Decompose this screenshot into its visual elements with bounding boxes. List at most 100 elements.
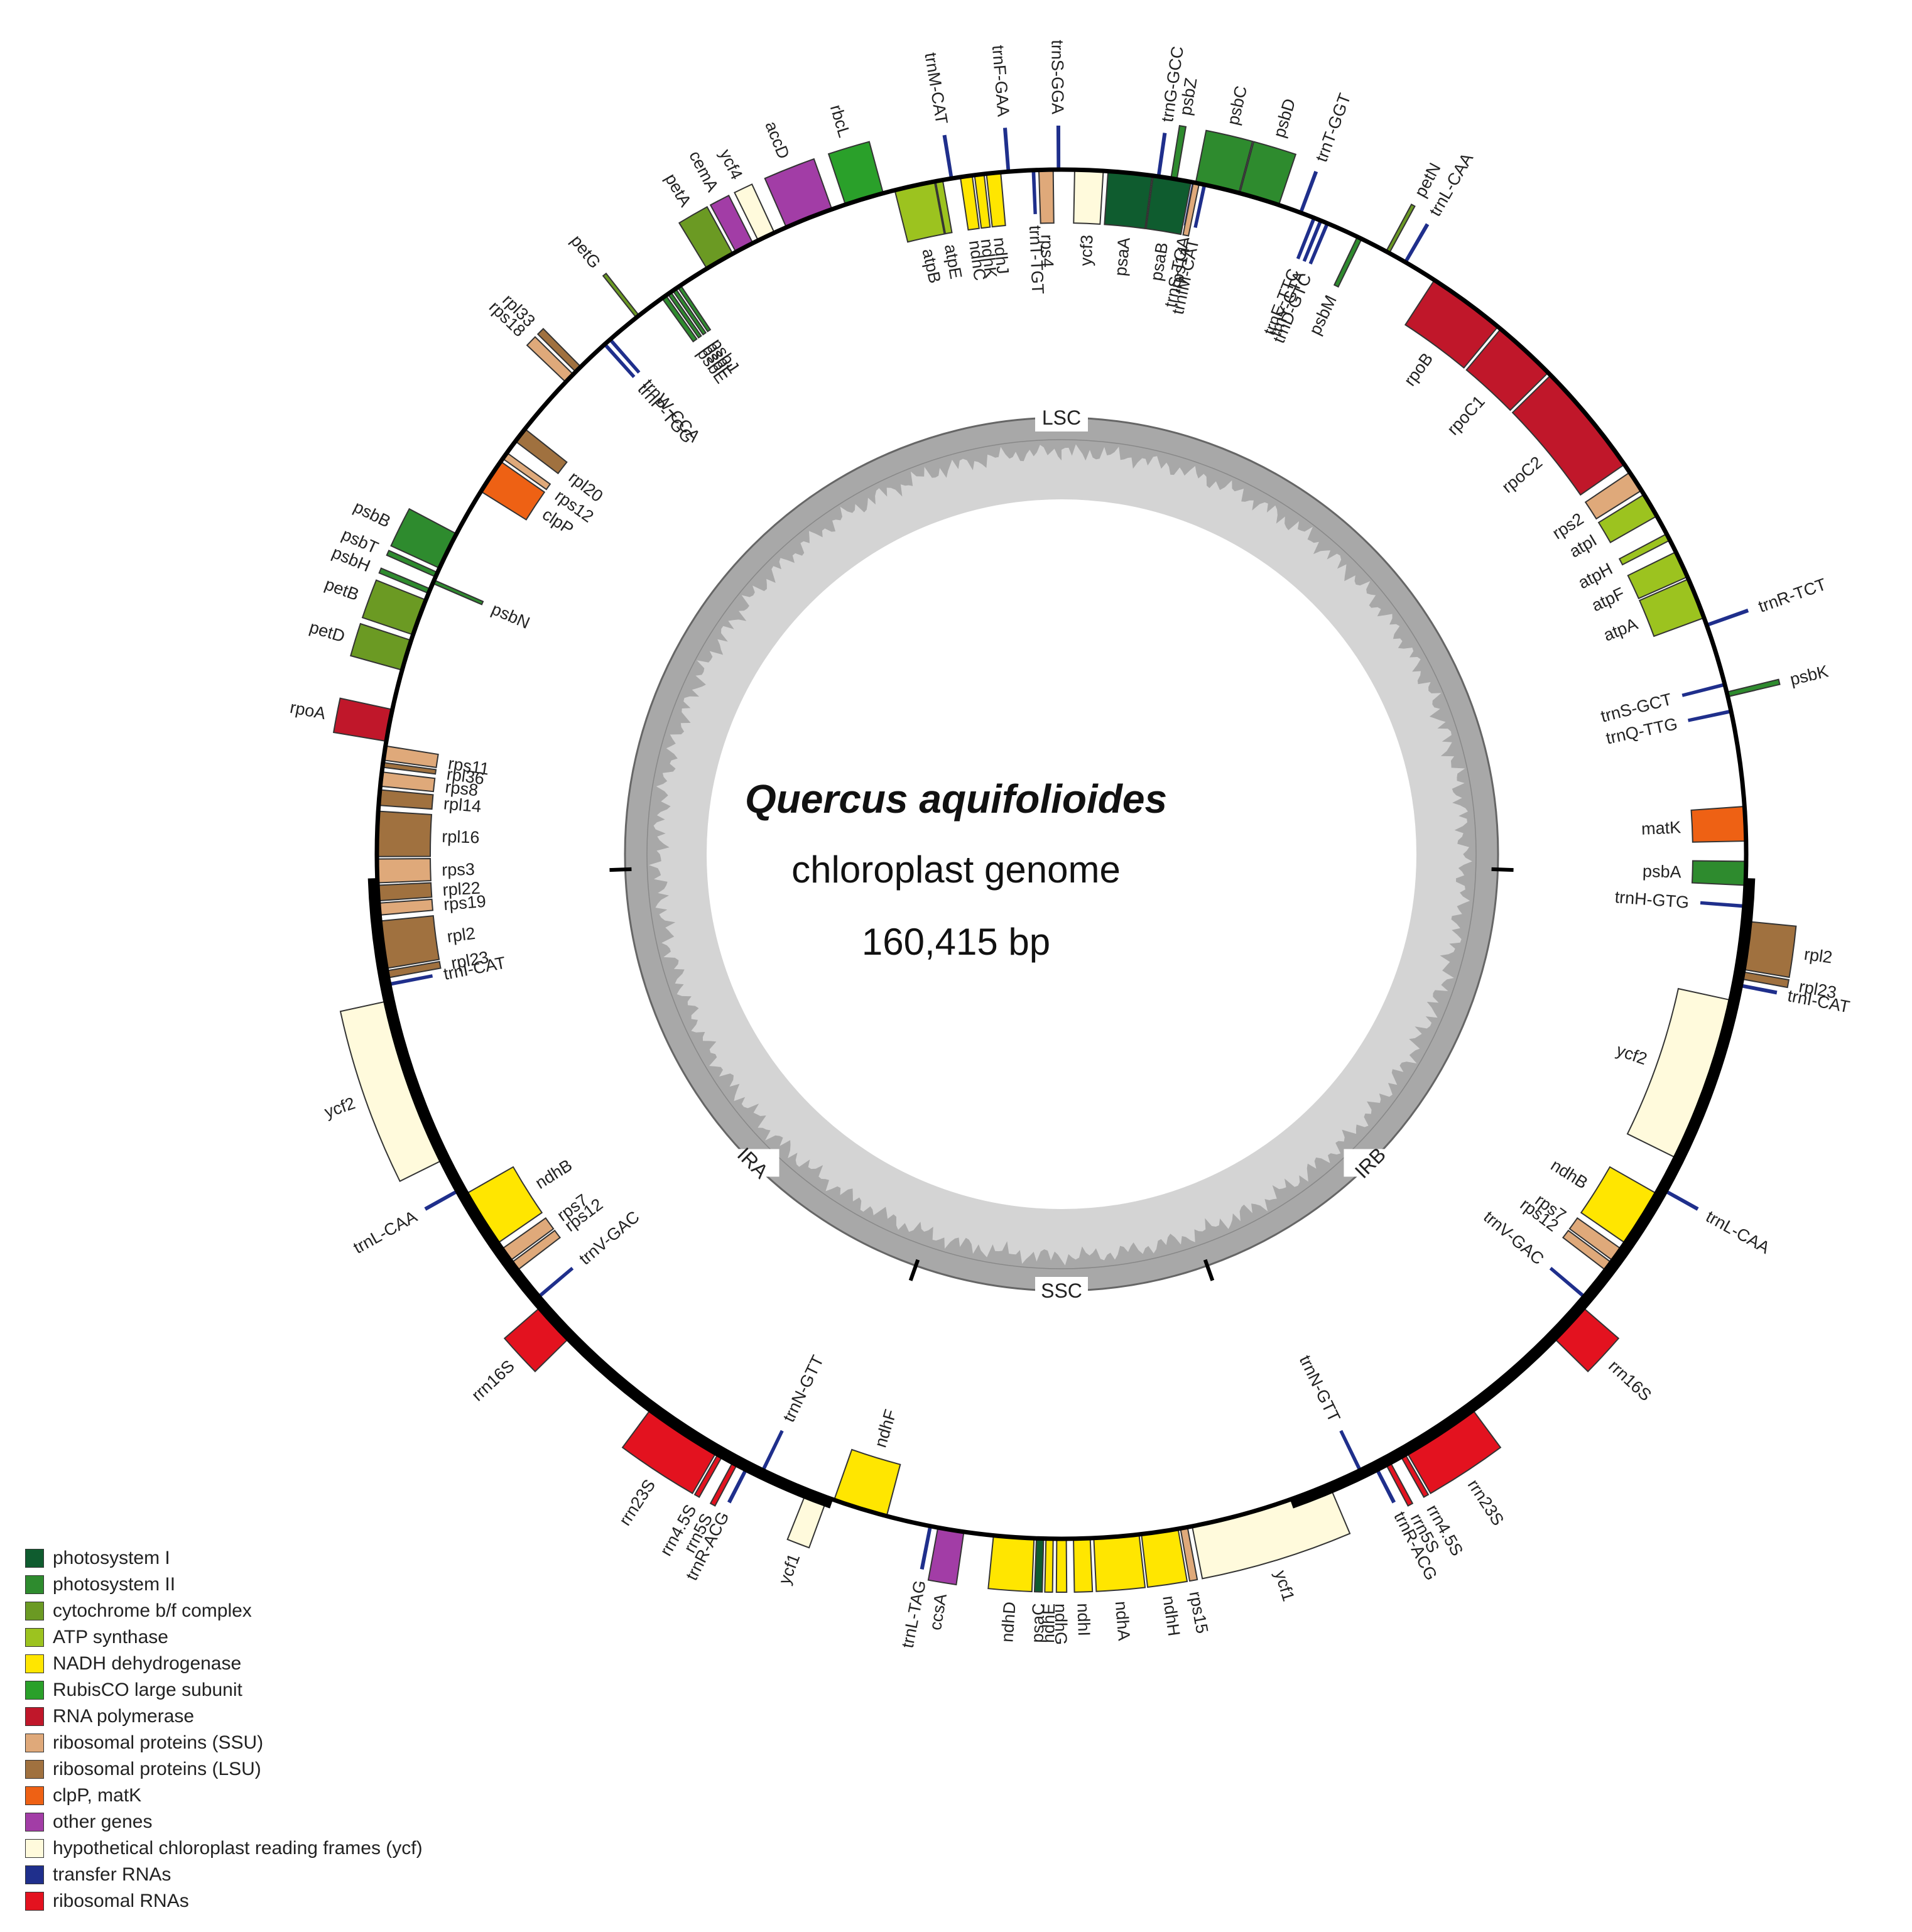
legend-item: ribosomal proteins (SSU) xyxy=(25,1730,423,1756)
gene-ndhD: ndhD xyxy=(987,1534,1035,1643)
gene-psaC: psaC xyxy=(1028,1538,1048,1643)
gene-label: ndhI xyxy=(1073,1603,1094,1636)
legend-item: NADH dehydrogenase xyxy=(25,1651,423,1677)
gene-label: rps8 xyxy=(444,778,479,800)
gene-label: rpoB xyxy=(1400,349,1437,389)
legend-item: transfer RNAs xyxy=(25,1862,423,1888)
gene-ycf1: ycf1 xyxy=(1191,1484,1351,1604)
gene-label: ycf1 xyxy=(775,1551,804,1587)
legend-swatch xyxy=(25,1602,44,1620)
gene-trnF-GAA: trnF-GAA xyxy=(989,45,1013,172)
gene-label: rps15 xyxy=(1186,1590,1212,1635)
gene-rps4: rps4 xyxy=(1038,169,1057,268)
gene-label: rps3 xyxy=(442,860,475,879)
legend-label: RNA polymerase xyxy=(53,1706,195,1727)
legend-item: RNA polymerase xyxy=(25,1703,423,1730)
gene-label: ndhE xyxy=(1039,1604,1058,1644)
gene-trnN-GTT: trnN-GTT xyxy=(761,1352,827,1472)
gene-label: ndhH xyxy=(1159,1595,1183,1637)
gene-rpl2: rpl2 xyxy=(379,914,476,969)
legend-swatch xyxy=(25,1865,44,1884)
gene-label: rpoA xyxy=(288,698,327,723)
legend-label: ATP synthase xyxy=(53,1627,168,1647)
gene-label: rpoC2 xyxy=(1498,453,1546,497)
legend-label: RubisCO large subunit xyxy=(53,1680,242,1700)
gene-label: psbM xyxy=(1305,292,1340,338)
gene-psaA: psaA xyxy=(1104,170,1153,277)
legend-item: ribosomal proteins (LSU) xyxy=(25,1756,423,1783)
gene-label: petB xyxy=(322,575,361,604)
legend-item: cytochrome b/f complex xyxy=(25,1598,423,1624)
region-label: IRB xyxy=(1344,1143,1397,1183)
gene-rpoA: rpoA xyxy=(288,697,393,742)
legend-swatch xyxy=(25,1681,44,1700)
gene-label: trnN-GTT xyxy=(1296,1352,1344,1425)
legend-item: hypothetical chloroplast reading frames … xyxy=(25,1835,423,1862)
legend-swatch xyxy=(25,1786,44,1805)
gene-label: rpl16 xyxy=(442,827,480,847)
gene-ndhI: ndhI xyxy=(1073,1537,1094,1636)
gene-rpl16: rpl16 xyxy=(376,810,480,857)
gene-rpl22: rpl22 xyxy=(377,879,481,902)
gene-ccsA: ccsA xyxy=(926,1526,965,1632)
gene-label: ycf4 xyxy=(716,146,746,183)
gene-label: trnW-CCA xyxy=(639,375,703,445)
region-markers: LSC IRB SSC IRA xyxy=(609,404,1514,1305)
gene-label: psbK xyxy=(1788,662,1830,690)
gene-label: atpA xyxy=(1601,614,1641,645)
gene-trnN-GTT: trnN-GTT xyxy=(1296,1352,1362,1472)
gene-label: trnT-TGT xyxy=(1026,225,1047,295)
gene-label: ndhF xyxy=(871,1407,900,1450)
gene-label: rpoC1 xyxy=(1443,392,1489,438)
region-label: LSC xyxy=(1035,404,1088,431)
legend-label: ribosomal proteins (SSU) xyxy=(53,1732,264,1753)
gene-trnS-GGA: trnS-GGA xyxy=(1048,40,1067,170)
legend-label: other genes xyxy=(53,1811,153,1832)
legend-label: hypothetical chloroplast reading frames … xyxy=(53,1838,423,1859)
gene-label: matK xyxy=(1641,818,1681,838)
gene-label: psbN xyxy=(489,599,533,632)
gene-trnT-TGT: trnT-TGT xyxy=(1026,170,1047,295)
gene-rps3: rps3 xyxy=(376,858,475,884)
gene-label: ndhJ xyxy=(990,236,1013,274)
legend-label: ribosomal RNAs xyxy=(53,1891,189,1911)
gene-trnL-TAG: trnL-TAG xyxy=(898,1526,932,1649)
genome-backbone xyxy=(367,167,1756,1541)
svg-text:SSC: SSC xyxy=(1041,1279,1082,1302)
legend-item: other genes xyxy=(25,1809,423,1835)
legend-swatch xyxy=(25,1839,44,1858)
inverted-repeat-arc xyxy=(367,878,833,1509)
genome-type-label: chloroplast genome xyxy=(791,849,1121,891)
gene-label: petA xyxy=(661,170,695,210)
legend-swatch xyxy=(25,1549,44,1568)
gene-label: trnL-CAA xyxy=(350,1207,420,1257)
gene-label: ycf1 xyxy=(1271,1568,1298,1604)
gene-label: atpE xyxy=(941,242,965,280)
gene-ycf3: ycf3 xyxy=(1073,169,1104,266)
legend-swatch xyxy=(25,1707,44,1726)
legend-item: clpP, matK xyxy=(25,1783,423,1809)
region-boundary-tick xyxy=(1491,867,1514,872)
inverted-repeat-arc xyxy=(1290,878,1756,1509)
region-boundary-tick xyxy=(908,1259,920,1281)
gene-ndhJ: ndhJ xyxy=(986,171,1013,275)
gene-label: rrn16S xyxy=(1605,1357,1655,1405)
gene-label: psbD xyxy=(1269,97,1299,140)
gene-label: rrn23S xyxy=(616,1476,660,1529)
gene-label: petD xyxy=(307,617,347,646)
legend-item: photosystem II xyxy=(25,1571,423,1598)
gene-psaB: psaB xyxy=(1145,175,1192,282)
gene-label: rbcL xyxy=(827,102,854,139)
gene-ndhH: ndhH xyxy=(1141,1528,1188,1637)
gene-atpB: atpB xyxy=(894,180,945,285)
gene-petG: petG xyxy=(567,231,640,319)
gene-label: trnR-TCT xyxy=(1756,575,1828,616)
gene-label: ndhB xyxy=(1548,1156,1591,1193)
gene-label: atpF xyxy=(1589,583,1627,615)
legend-swatch xyxy=(25,1628,44,1647)
gene-trnM-CAT: trnM-CAT xyxy=(921,52,953,179)
legend-item: ATP synthase xyxy=(25,1624,423,1651)
gene-ndhC: ndhC xyxy=(959,175,989,282)
